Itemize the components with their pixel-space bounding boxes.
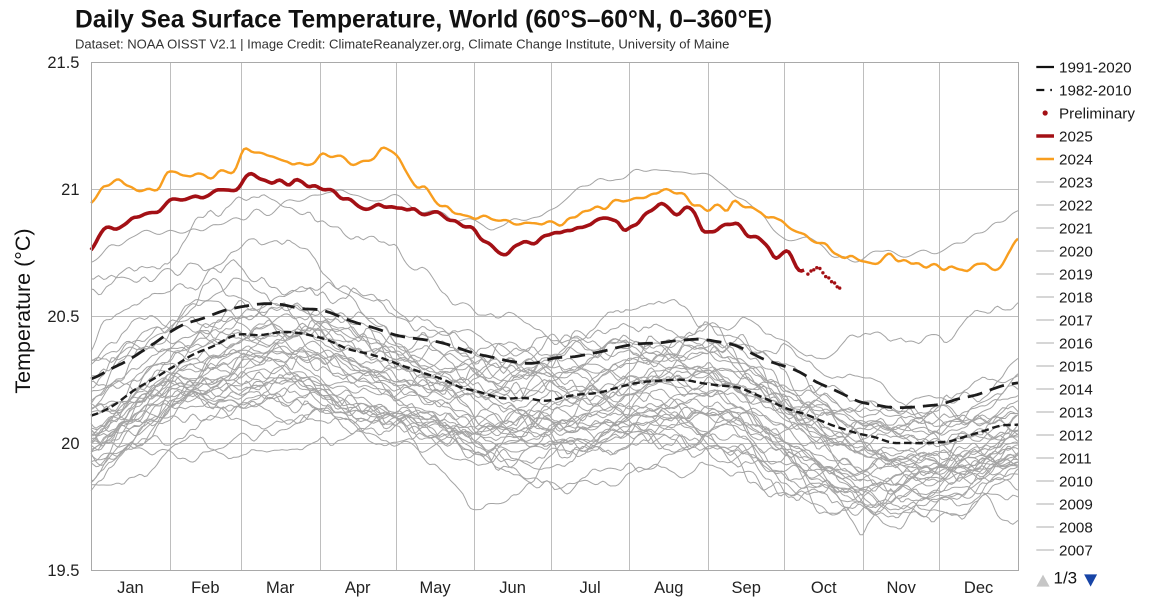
svg-text:2012: 2012 (1059, 428, 1093, 445)
svg-text:1982-2010: 1982-2010 (1059, 83, 1132, 100)
svg-text:Oct: Oct (811, 579, 837, 597)
svg-text:Mar: Mar (266, 579, 295, 597)
svg-text:Sep: Sep (732, 579, 761, 597)
svg-text:May: May (420, 579, 452, 597)
svg-text:2017: 2017 (1059, 313, 1093, 330)
svg-text:1991-2020: 1991-2020 (1059, 60, 1132, 77)
svg-text:Apr: Apr (345, 579, 371, 597)
svg-text:Dataset: NOAA OISST V2.1 | Ima: Dataset: NOAA OISST V2.1 | Image Credit:… (75, 36, 729, 51)
svg-text:2015: 2015 (1059, 359, 1093, 376)
svg-text:Feb: Feb (191, 579, 219, 597)
svg-text:20: 20 (61, 435, 79, 453)
svg-text:Daily Sea Surface Temperature,: Daily Sea Surface Temperature, World (60… (75, 7, 772, 34)
svg-text:2020: 2020 (1059, 244, 1093, 261)
svg-text:Jul: Jul (580, 579, 601, 597)
svg-text:2022: 2022 (1059, 198, 1093, 215)
svg-text:2025: 2025 (1059, 129, 1093, 146)
svg-text:21: 21 (61, 181, 79, 199)
svg-text:21.5: 21.5 (47, 54, 79, 72)
svg-text:Temperature (°C): Temperature (°C) (11, 228, 35, 393)
svg-text:Nov: Nov (887, 579, 917, 597)
svg-text:2007: 2007 (1059, 543, 1093, 560)
svg-text:2009: 2009 (1059, 497, 1093, 514)
svg-text:2023: 2023 (1059, 175, 1093, 192)
svg-text:Aug: Aug (654, 579, 683, 597)
svg-text:2021: 2021 (1059, 221, 1093, 238)
svg-text:2011: 2011 (1059, 451, 1092, 468)
svg-text:1/3: 1/3 (1054, 569, 1078, 588)
svg-text:2016: 2016 (1059, 336, 1093, 353)
svg-text:2014: 2014 (1059, 382, 1093, 399)
svg-text:2008: 2008 (1059, 520, 1093, 537)
svg-text:20.5: 20.5 (47, 308, 79, 326)
svg-text:2018: 2018 (1059, 290, 1093, 307)
svg-text:Jun: Jun (499, 579, 526, 597)
svg-text:Preliminary: Preliminary (1059, 106, 1135, 123)
svg-text:2024: 2024 (1059, 152, 1093, 169)
svg-text:2013: 2013 (1059, 405, 1093, 422)
svg-text:2010: 2010 (1059, 474, 1093, 491)
svg-text:19.5: 19.5 (47, 562, 79, 580)
svg-text:Dec: Dec (964, 579, 993, 597)
svg-text:2019: 2019 (1059, 267, 1093, 284)
svg-text:Jan: Jan (117, 579, 144, 597)
